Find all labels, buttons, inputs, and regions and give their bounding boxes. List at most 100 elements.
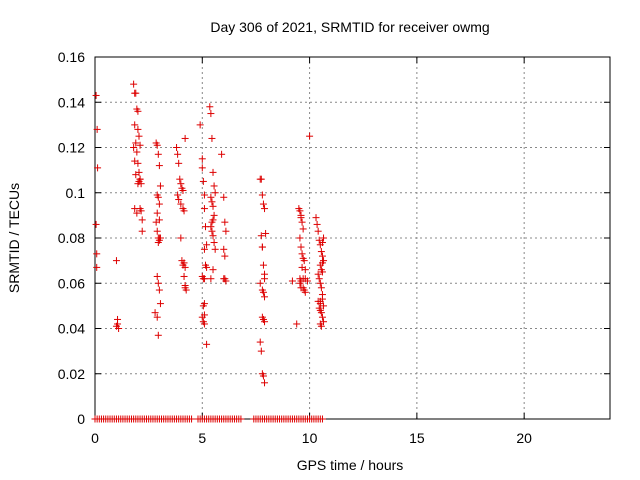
y-tick-label: 0.14 — [58, 94, 85, 110]
data-point — [221, 252, 229, 260]
data-point — [181, 134, 189, 142]
data-point — [262, 229, 270, 237]
y-tick-label: 0.04 — [58, 321, 85, 337]
data-point — [257, 175, 265, 183]
data-point — [208, 134, 216, 142]
data-point — [138, 227, 146, 235]
data-point — [259, 372, 267, 380]
data-point — [211, 189, 219, 197]
data-point — [134, 107, 142, 115]
x-tick-label: 0 — [91, 430, 99, 446]
data-point — [296, 207, 304, 215]
data-point — [300, 257, 308, 265]
data-point — [209, 168, 217, 176]
data-point — [207, 110, 215, 118]
data-point — [196, 121, 204, 129]
data-point — [209, 232, 217, 240]
data-point — [296, 234, 304, 242]
data-point — [320, 302, 328, 310]
data-point — [317, 322, 325, 330]
x-tick-label: 15 — [409, 430, 425, 446]
data-point — [153, 141, 161, 149]
data-point — [132, 89, 140, 97]
data-point — [200, 275, 208, 283]
data-point — [136, 175, 144, 183]
data-point — [237, 415, 245, 423]
data-point — [154, 193, 162, 201]
data-point — [200, 191, 208, 199]
data-point — [175, 196, 183, 204]
data-point — [154, 150, 162, 158]
y-tick-label: 0.16 — [58, 49, 85, 65]
data-point — [154, 239, 162, 247]
data-point — [151, 309, 159, 317]
data-point — [203, 241, 211, 249]
data-point — [198, 155, 206, 163]
data-point — [135, 132, 143, 140]
data-point — [220, 245, 228, 253]
data-point — [155, 162, 163, 170]
data-point — [155, 234, 163, 242]
data-point — [314, 227, 322, 235]
data-point — [261, 293, 269, 301]
data-point — [177, 200, 185, 208]
data-point — [211, 245, 219, 253]
data-point — [318, 252, 326, 260]
data-point — [261, 379, 269, 387]
y-tick-label: 0.06 — [58, 275, 85, 291]
data-point — [153, 313, 161, 321]
data-point — [203, 340, 211, 348]
data-point — [306, 132, 314, 140]
data-point — [318, 415, 326, 423]
data-point — [206, 103, 214, 111]
data-point — [312, 214, 320, 222]
data-point — [317, 284, 325, 292]
data-point — [313, 220, 321, 228]
data-point — [137, 207, 145, 215]
x-tick-labels: 0 5 10 15 20 — [91, 430, 532, 446]
y-tick-label: 0.1 — [66, 185, 86, 201]
data-point — [259, 200, 267, 208]
data-point — [317, 248, 325, 256]
data-point — [218, 150, 226, 158]
data-point — [208, 218, 216, 226]
data-point — [261, 205, 269, 213]
data-point — [174, 191, 182, 199]
data-point — [259, 261, 267, 269]
data-points — [91, 80, 328, 423]
grid-lines — [95, 57, 610, 419]
data-point — [173, 144, 181, 151]
data-point — [209, 202, 217, 210]
data-point — [130, 144, 138, 151]
data-point — [92, 91, 100, 99]
data-point — [257, 232, 265, 240]
data-point — [200, 205, 208, 213]
data-point — [138, 216, 146, 224]
data-point — [199, 177, 207, 185]
data-point — [114, 320, 122, 328]
data-point — [316, 297, 324, 305]
data-point — [200, 320, 208, 328]
x-tick-label: 10 — [302, 430, 318, 446]
data-point — [131, 157, 139, 165]
data-point — [303, 277, 311, 285]
data-point — [259, 288, 267, 296]
data-point — [175, 159, 183, 167]
y-tick-label: 0.12 — [58, 140, 85, 156]
data-point — [257, 347, 265, 355]
data-point — [93, 125, 101, 133]
data-point — [207, 275, 215, 283]
data-point — [298, 218, 306, 226]
data-point — [179, 186, 187, 194]
chart-title: Day 306 of 2021, SRMTID for receiver owm… — [210, 19, 489, 35]
data-point — [203, 263, 211, 271]
data-point — [92, 220, 100, 228]
data-point — [222, 227, 230, 235]
data-point — [297, 243, 305, 251]
data-point — [210, 182, 218, 190]
data-point — [154, 331, 162, 339]
data-point — [188, 415, 196, 423]
data-point — [93, 263, 101, 271]
data-point — [297, 284, 305, 292]
